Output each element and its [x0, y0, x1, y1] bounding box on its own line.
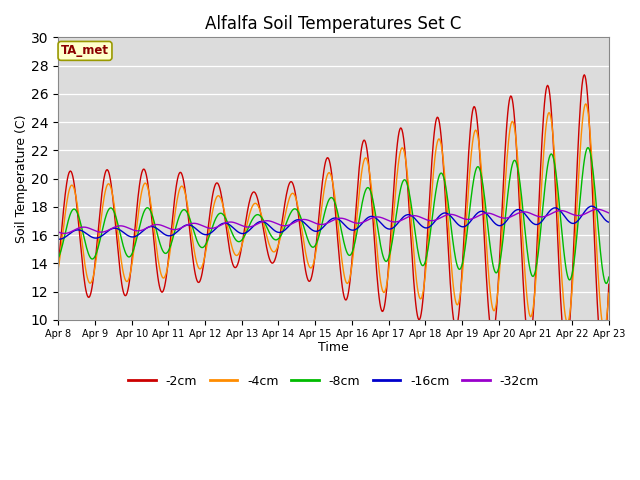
- X-axis label: Time: Time: [318, 341, 349, 354]
- Title: Alfalfa Soil Temperatures Set C: Alfalfa Soil Temperatures Set C: [205, 15, 461, 33]
- Y-axis label: Soil Temperature (C): Soil Temperature (C): [15, 114, 28, 243]
- Legend: -2cm, -4cm, -8cm, -16cm, -32cm: -2cm, -4cm, -8cm, -16cm, -32cm: [123, 370, 544, 393]
- Text: TA_met: TA_met: [61, 44, 109, 58]
